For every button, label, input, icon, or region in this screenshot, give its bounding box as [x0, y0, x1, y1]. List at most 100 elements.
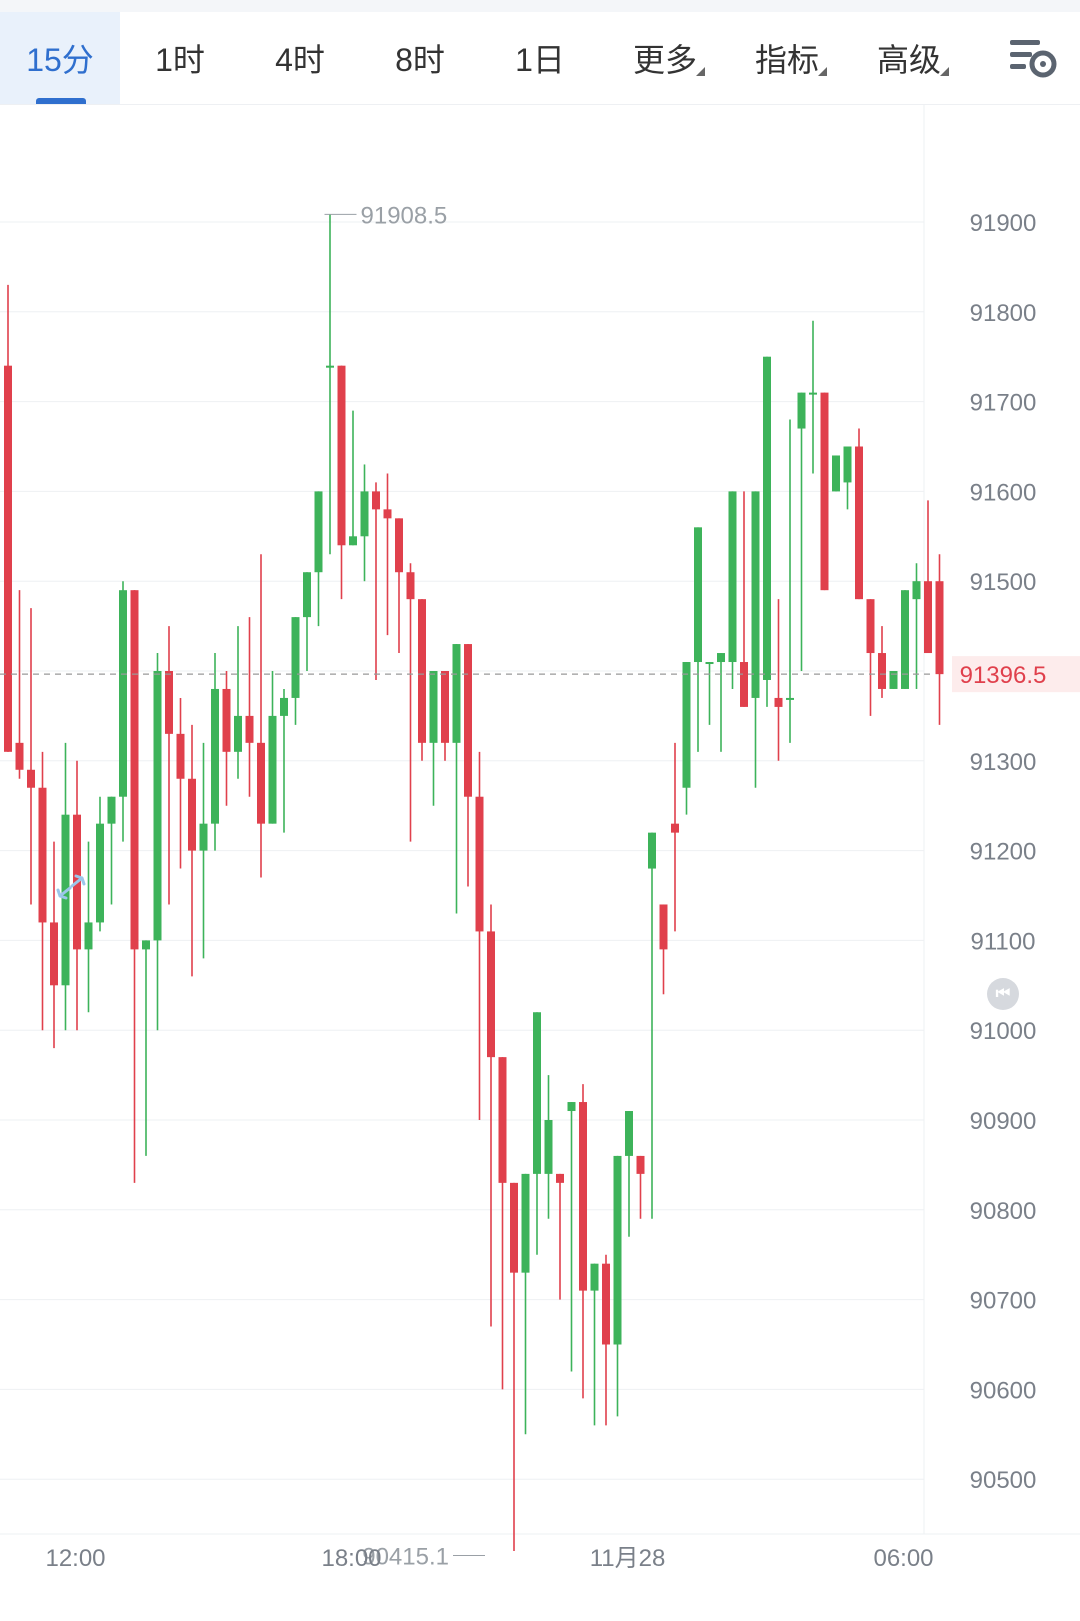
candle-body	[61, 814, 70, 986]
y-tick-label: 90900	[970, 1108, 1037, 1135]
candle-body	[924, 581, 932, 654]
candle-body	[498, 1057, 507, 1183]
y-tick-label: 91000	[970, 1018, 1037, 1045]
y-tick-label: 90600	[970, 1377, 1037, 1404]
candle-body	[429, 671, 438, 743]
candle-body	[866, 599, 875, 654]
candle-body	[211, 688, 219, 824]
candle-body	[705, 662, 714, 665]
candle-body	[176, 733, 185, 779]
candle-body	[165, 671, 173, 734]
candle-body	[395, 518, 403, 573]
candle-body	[751, 491, 760, 698]
dropdown-caret-icon	[696, 67, 705, 76]
candle-body	[912, 581, 921, 600]
candle-body	[533, 1012, 541, 1174]
candle-body	[464, 644, 472, 797]
tab-15min[interactable]: 15分	[0, 12, 120, 104]
candle-body	[487, 931, 495, 1058]
tab-15min-label: 15分	[26, 42, 94, 78]
chart-settings-icon	[1010, 40, 1057, 78]
tab-more[interactable]: 更多	[605, 12, 725, 104]
dropdown-caret-icon	[940, 67, 949, 76]
candle-body	[234, 715, 242, 752]
x-tick-label: 06:00	[873, 1545, 933, 1572]
candle-body	[257, 742, 265, 824]
scroll-to-latest-button[interactable]: ⏮	[987, 978, 1019, 1010]
candle-body	[602, 1263, 610, 1345]
candle-body	[763, 356, 771, 680]
high-marker-label: 91908.5	[361, 202, 448, 229]
candle-body	[84, 922, 93, 950]
candle-body	[153, 671, 162, 941]
candle-body	[797, 392, 806, 429]
candle-body	[935, 581, 944, 675]
chart-area[interactable]: 90500 90600 90700 90800 90900 91000 91100 91200…	[0, 104, 1080, 1616]
candle-body	[268, 715, 277, 824]
candle-body	[682, 662, 691, 788]
candle-body	[38, 787, 47, 923]
candle-body	[694, 527, 702, 663]
chart-settings-button[interactable]	[1006, 34, 1062, 82]
tab-indicators-label: 指标	[754, 42, 819, 78]
candle-body	[15, 742, 24, 770]
candle-body	[4, 365, 12, 752]
candle-body	[199, 823, 208, 851]
tab-indicators[interactable]: 指标	[727, 12, 847, 104]
candle-body	[843, 446, 852, 483]
candlestick-chart[interactable]: 90500 90600 90700 90800 90900 91000 91100 91200…	[0, 104, 1080, 1616]
current-price-tag	[952, 656, 1080, 693]
candle-body	[625, 1111, 633, 1156]
candle-body	[222, 688, 231, 752]
candle-body	[648, 832, 656, 869]
candle-body	[556, 1173, 564, 1183]
candle-body	[774, 697, 783, 707]
candle-body	[855, 446, 863, 600]
candle-body	[728, 491, 737, 663]
candle-body	[590, 1263, 599, 1291]
x-tick-label: 11月28	[590, 1545, 666, 1572]
tab-8h-label: 8时	[395, 42, 445, 78]
tab-4h-label: 4时	[275, 42, 325, 78]
candle-body	[383, 509, 392, 519]
tab-4h[interactable]: 4时	[240, 12, 360, 104]
candle-body	[786, 697, 794, 700]
y-tick-label: 91100	[971, 928, 1036, 955]
y-tick-label: 90800	[970, 1198, 1037, 1225]
candle-body	[809, 392, 817, 395]
candle-body	[740, 662, 748, 707]
candle-body	[567, 1102, 576, 1112]
tab-advanced[interactable]: 高级	[849, 12, 969, 104]
candle-body	[832, 455, 840, 492]
tab-8h[interactable]: 8时	[360, 12, 480, 104]
candle-body	[418, 599, 426, 743]
current-price-label: 91396.5	[960, 662, 1047, 689]
candle-body	[27, 769, 35, 788]
candle-body	[188, 778, 196, 851]
candle-body	[130, 590, 139, 950]
candle-body	[901, 590, 909, 689]
x-tick-label: 18:00	[321, 1545, 381, 1572]
candle-body	[452, 644, 461, 743]
candle-body	[142, 940, 150, 950]
dropdown-caret-icon	[818, 67, 827, 76]
candle-body	[659, 904, 668, 950]
y-tick-label: 90700	[970, 1288, 1037, 1315]
candle-body	[475, 796, 484, 932]
y-tick-label: 91200	[970, 839, 1037, 866]
candle-body	[889, 671, 898, 689]
tab-1d[interactable]: 1日	[480, 12, 600, 104]
tab-1h-label: 1时	[155, 42, 205, 78]
tab-more-label: 更多	[632, 42, 697, 78]
candle-body	[878, 653, 886, 689]
candle-body	[303, 572, 311, 618]
y-tick-label: 91300	[970, 749, 1037, 776]
candle-body	[510, 1182, 518, 1273]
candle-body	[119, 590, 127, 797]
tab-1h[interactable]: 1时	[120, 12, 240, 104]
tab-advanced-label: 高级	[876, 42, 941, 78]
candle-body	[50, 922, 58, 986]
candle-body	[636, 1155, 645, 1174]
rewind-icon: ⏮	[995, 985, 1011, 1002]
candle-body	[349, 536, 357, 546]
